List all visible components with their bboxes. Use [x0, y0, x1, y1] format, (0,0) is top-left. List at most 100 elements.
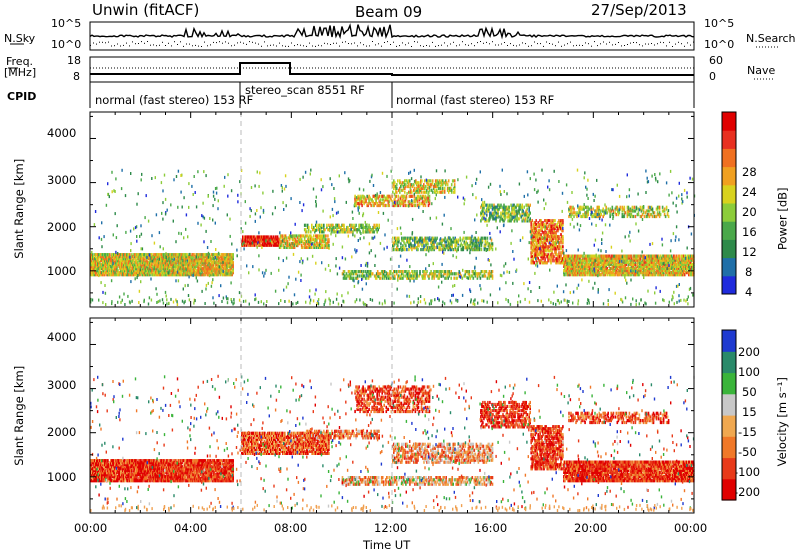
echo-cell	[279, 240, 282, 244]
echo-cell	[550, 231, 552, 235]
echo-cell	[609, 256, 611, 260]
nsearch-dot	[561, 45, 562, 47]
echo-cell	[434, 236, 436, 240]
nsearch-dot	[189, 43, 190, 45]
echo-cell	[623, 260, 626, 264]
echo-cell	[532, 245, 534, 249]
echo-cell	[614, 269, 617, 273]
echo-cell	[598, 271, 600, 275]
echo-cell	[534, 251, 536, 255]
echo-cell	[608, 254, 610, 258]
nsearch-dot	[144, 42, 145, 44]
nsearch-dot	[156, 45, 157, 47]
echo-cell	[582, 258, 584, 262]
echo-cell	[146, 259, 148, 263]
echo-cell	[158, 253, 160, 257]
echo-cell	[264, 235, 267, 239]
echo-cell	[546, 227, 548, 231]
echo-cell	[201, 259, 203, 263]
echo-cell	[488, 207, 490, 211]
echo-cell	[597, 264, 599, 268]
echo-cell	[521, 211, 523, 215]
echo-cell	[301, 245, 304, 249]
echo-cell	[577, 264, 579, 268]
echo-cell	[634, 256, 637, 260]
echo-cell	[533, 227, 535, 231]
echo-cell	[429, 179, 431, 183]
echo-cell	[378, 194, 380, 198]
echo-cell	[327, 228, 329, 232]
echo-cell	[221, 255, 223, 259]
echo-cell	[652, 258, 655, 262]
echo-cell	[209, 257, 211, 261]
echo-cell	[619, 256, 622, 260]
echo-cell	[376, 202, 378, 206]
echo-cell	[410, 242, 412, 246]
nsearch-dot	[591, 45, 592, 47]
echo-cell	[560, 227, 562, 231]
echo-cell	[109, 263, 111, 267]
echo-cell	[286, 242, 289, 246]
echo-cell	[441, 270, 443, 274]
echo-cell	[350, 276, 353, 280]
xtick-2: 08:00	[274, 521, 308, 535]
echo-cell	[208, 263, 210, 267]
echo-cell	[153, 271, 155, 275]
nsearch-dot	[279, 42, 280, 44]
echo-cell	[379, 203, 381, 208]
echo-cell	[383, 274, 386, 278]
echo-cell	[558, 241, 560, 245]
echo-cell	[543, 261, 545, 265]
echo-cell	[124, 255, 126, 259]
echo-cell	[576, 269, 578, 273]
echo-cell	[651, 264, 654, 268]
echo-cell	[612, 258, 615, 262]
echo-cell	[641, 266, 644, 271]
nsearch-dot	[459, 44, 460, 46]
echo-cell	[633, 273, 636, 277]
echo-cell	[409, 240, 411, 244]
echo-cell	[160, 273, 162, 277]
echo-cell	[365, 225, 367, 230]
echo-cell	[394, 240, 396, 244]
echo-cell	[133, 267, 135, 271]
echo-cell	[118, 263, 120, 267]
echo-cell	[500, 213, 502, 217]
echo-cell	[482, 217, 484, 221]
echo-cell	[205, 271, 207, 275]
echo-cell	[202, 273, 204, 277]
echo-cell	[140, 265, 142, 269]
echo-cell	[653, 258, 656, 262]
echo-cell	[142, 273, 144, 277]
echo-cell	[651, 273, 654, 277]
echo-cell	[229, 257, 231, 261]
echo-cell	[339, 230, 341, 234]
echo-cell	[488, 276, 491, 280]
echo-cell	[581, 271, 583, 275]
echo-cell	[114, 263, 116, 267]
echo-cell	[562, 241, 564, 245]
echo-cell	[90, 257, 92, 261]
echo-cell	[424, 274, 426, 278]
echo-cell	[432, 186, 435, 190]
echo-cell	[164, 267, 166, 271]
echo-cell	[451, 244, 453, 248]
echo-cell	[216, 255, 218, 259]
echo-cell	[590, 269, 592, 273]
echo-cell	[530, 229, 532, 233]
echo-cell	[355, 223, 357, 227]
echo-cell	[551, 231, 553, 235]
echo-cell	[526, 215, 528, 219]
echo-cell	[274, 239, 277, 243]
echo-cell	[571, 264, 573, 268]
echo-cell	[561, 229, 563, 233]
echo-cell	[114, 265, 116, 269]
echo-cell	[460, 242, 463, 246]
echo-cell	[441, 240, 443, 244]
echo-cell	[551, 255, 553, 259]
echo-cell	[136, 255, 138, 259]
echo-cell	[383, 194, 385, 198]
echo-cell	[157, 269, 159, 273]
echo-cell	[478, 246, 481, 250]
echo-cell	[220, 269, 222, 273]
